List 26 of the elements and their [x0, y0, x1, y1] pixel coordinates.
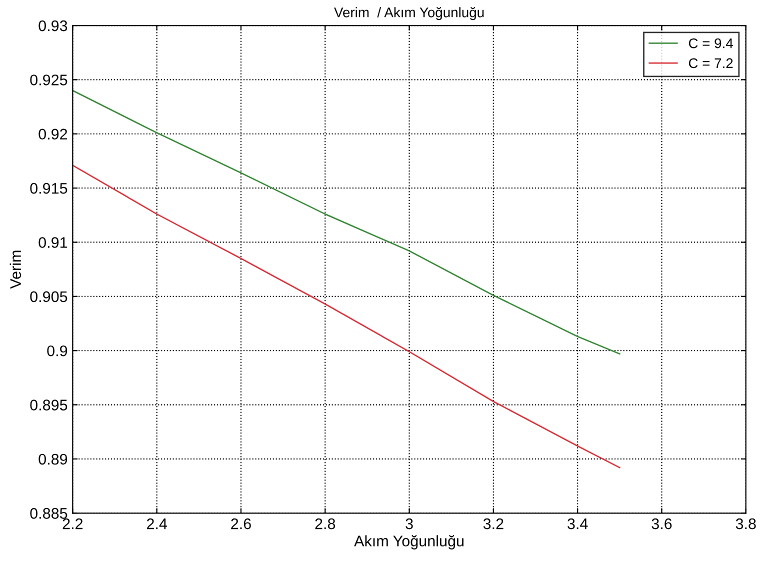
- legend-label: C = 9.4: [688, 38, 733, 48]
- y-tick-label: 0.92: [38, 128, 68, 140]
- chart-title: Verim / Akım Yoğunluğu: [334, 6, 484, 20]
- y-tick-label: 0.885: [30, 508, 68, 519]
- x-tick-label: 3.4: [568, 518, 588, 530]
- x-axis-title: Akım Yoğunluğu: [354, 535, 464, 550]
- y-axis-title: Verim: [10, 250, 22, 289]
- y-tick-label: 0.91: [38, 237, 68, 248]
- x-tick-label: 3.8: [736, 518, 756, 530]
- y-tick-label: 0.925: [30, 74, 68, 86]
- line-series: [72, 164, 620, 468]
- x-tick-label: 2.4: [146, 518, 167, 530]
- y-tick-label: 0.915: [30, 182, 68, 194]
- x-tick-label: 2.6: [231, 518, 251, 530]
- x-tick-label: 3.6: [652, 518, 672, 530]
- y-tick-label: 0.89: [38, 454, 68, 465]
- y-tick-label: 0.905: [30, 291, 68, 302]
- y-tick-label: 0.93: [38, 20, 68, 32]
- y-tick-label: 0.895: [30, 400, 68, 410]
- x-tick-label: 2.8: [315, 518, 336, 530]
- x-tick-label: 3: [406, 518, 413, 530]
- line-series: [72, 90, 620, 355]
- x-tick-label: 3.2: [483, 518, 504, 530]
- y-tick-label: 0.9: [47, 345, 68, 356]
- legend-label: C = 7.2: [688, 58, 733, 68]
- x-tick-label: 2.2: [62, 518, 83, 530]
